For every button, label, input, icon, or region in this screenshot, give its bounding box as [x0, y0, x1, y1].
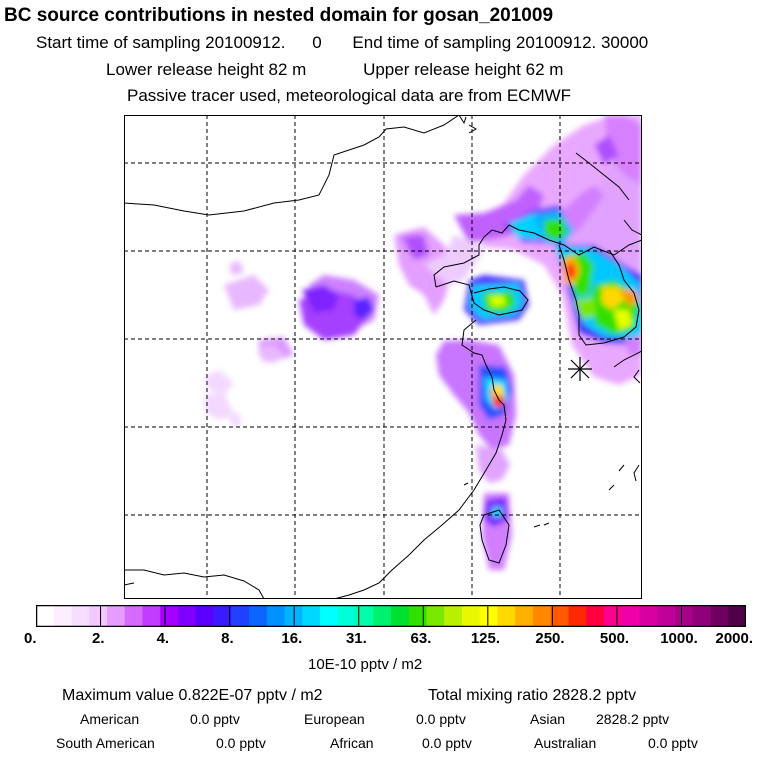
- colorbar-tick-label: 125.: [470, 630, 501, 647]
- colorbar-swatch: [266, 605, 286, 627]
- receptor-star: [568, 357, 592, 381]
- colorbar-swatch: [107, 605, 126, 627]
- colorbar-swatch: [249, 605, 268, 627]
- colorbar-swatch: [710, 605, 729, 627]
- colorbar-border: [36, 605, 746, 627]
- colorbar-swatch: [231, 605, 250, 627]
- colorbar-swatch: [657, 605, 676, 627]
- colorbar-swatch: [497, 605, 516, 627]
- colorbar-swatch: [550, 605, 570, 627]
- colorbar-swatch: [284, 605, 303, 627]
- european-value: 0.0 pptv: [416, 711, 466, 727]
- colorbar-swatch: [142, 605, 161, 627]
- colorbar-swatch: [604, 605, 623, 627]
- colorbar-tick-label: 250.: [535, 630, 565, 647]
- colorbar-swatch: [462, 605, 481, 627]
- colorbar-swatch: [621, 605, 641, 627]
- colorbar-tick-label: 8.: [221, 630, 234, 647]
- end-time-label: End time of sampling 20100912. 30000: [352, 33, 649, 52]
- colorbar-swatch: [355, 605, 374, 627]
- asian-label: Asian: [530, 711, 566, 727]
- colorbar-swatch: [160, 605, 179, 627]
- colorbar-swatch: [479, 605, 499, 627]
- colorbar-tick-label: 2000.: [715, 630, 754, 647]
- coastlines: [124, 115, 642, 599]
- colorbar-swatch: [692, 605, 712, 627]
- upper-release-height: Upper release height 62 m: [363, 60, 564, 79]
- color-scale-units: 10E-10 pptv / m2: [308, 656, 423, 673]
- asian-value: 2828.2 pptv: [596, 711, 670, 727]
- lower-release-height: Lower release height 82 m: [106, 60, 307, 79]
- colorbar-swatch: [178, 605, 197, 627]
- map-panel: [124, 115, 642, 599]
- colorbar-swatch: [89, 605, 108, 627]
- maximum-value: Maximum value 0.822E-07 pptv / m2: [62, 687, 323, 704]
- colorbar-tick-label: 63.: [410, 630, 432, 647]
- colorbar-swatch: [36, 605, 55, 627]
- african-label: African: [330, 735, 374, 751]
- european-label: European: [304, 711, 365, 727]
- colorbar-swatch: [426, 605, 445, 627]
- colorbar-swatch: [728, 605, 746, 627]
- start-time-value: 0: [312, 33, 322, 52]
- colorbar-swatch: [408, 605, 428, 627]
- colorbar-tick-label: 16.: [281, 630, 303, 647]
- colorbar-swatch: [320, 605, 339, 627]
- colorbar-swatch: [53, 605, 73, 627]
- colorbar-swatch: [533, 605, 552, 627]
- plot-title: BC source contributions in nested domain…: [4, 5, 554, 26]
- colorbar-tick-label: 0.: [24, 630, 37, 647]
- colorbar-swatch: [586, 605, 605, 627]
- tracer-note: Passive tracer used, meteorological data…: [127, 86, 572, 105]
- colorbar-tick-label: 500.: [599, 630, 630, 647]
- colorbar-tick-label: 4.: [156, 630, 170, 647]
- colorbar-swatch: [373, 605, 392, 627]
- south-american-value: 0.0 pptv: [216, 735, 266, 751]
- total-mixing-ratio: Total mixing ratio 2828.2 pptv: [428, 687, 637, 704]
- concentration-field: [204, 115, 642, 570]
- colorbar-swatch: [71, 605, 90, 627]
- colorbar-swatch: [124, 605, 144, 627]
- australian-value: 0.0 pptv: [648, 735, 698, 751]
- colorbar-swatch: [213, 605, 232, 627]
- american-label: American: [80, 711, 140, 727]
- colorbar-swatch: [639, 605, 658, 627]
- colorbar-swatch: [337, 605, 357, 627]
- release-height-line: Lower release height 82 m Upper release …: [106, 61, 563, 78]
- african-value: 0.0 pptv: [422, 735, 472, 751]
- colorbar-swatch: [444, 605, 463, 627]
- colorbar-swatch: [302, 605, 321, 627]
- colorbar-tick-label: 1000.: [660, 630, 698, 647]
- australian-label: Australian: [534, 735, 597, 751]
- south-american-label: South American: [56, 735, 155, 751]
- american-value: 0.0 pptv: [190, 711, 240, 727]
- colorbar-swatch: [568, 605, 587, 627]
- colorbar-tick-label: 31.: [345, 630, 367, 647]
- colorbar-swatch: [515, 605, 534, 627]
- colorbar-swatch: [195, 605, 215, 627]
- color-scale-bar: [36, 605, 746, 627]
- colorbar-tick-label: 2.: [92, 630, 105, 647]
- start-time-label: Start time of sampling 20100912.: [36, 33, 286, 52]
- sampling-time-line: Start time of sampling 20100912. 0 End t…: [36, 34, 648, 51]
- colorbar-swatch: [391, 605, 410, 627]
- colorbar-swatch: [675, 605, 694, 627]
- map-grid: [124, 115, 642, 599]
